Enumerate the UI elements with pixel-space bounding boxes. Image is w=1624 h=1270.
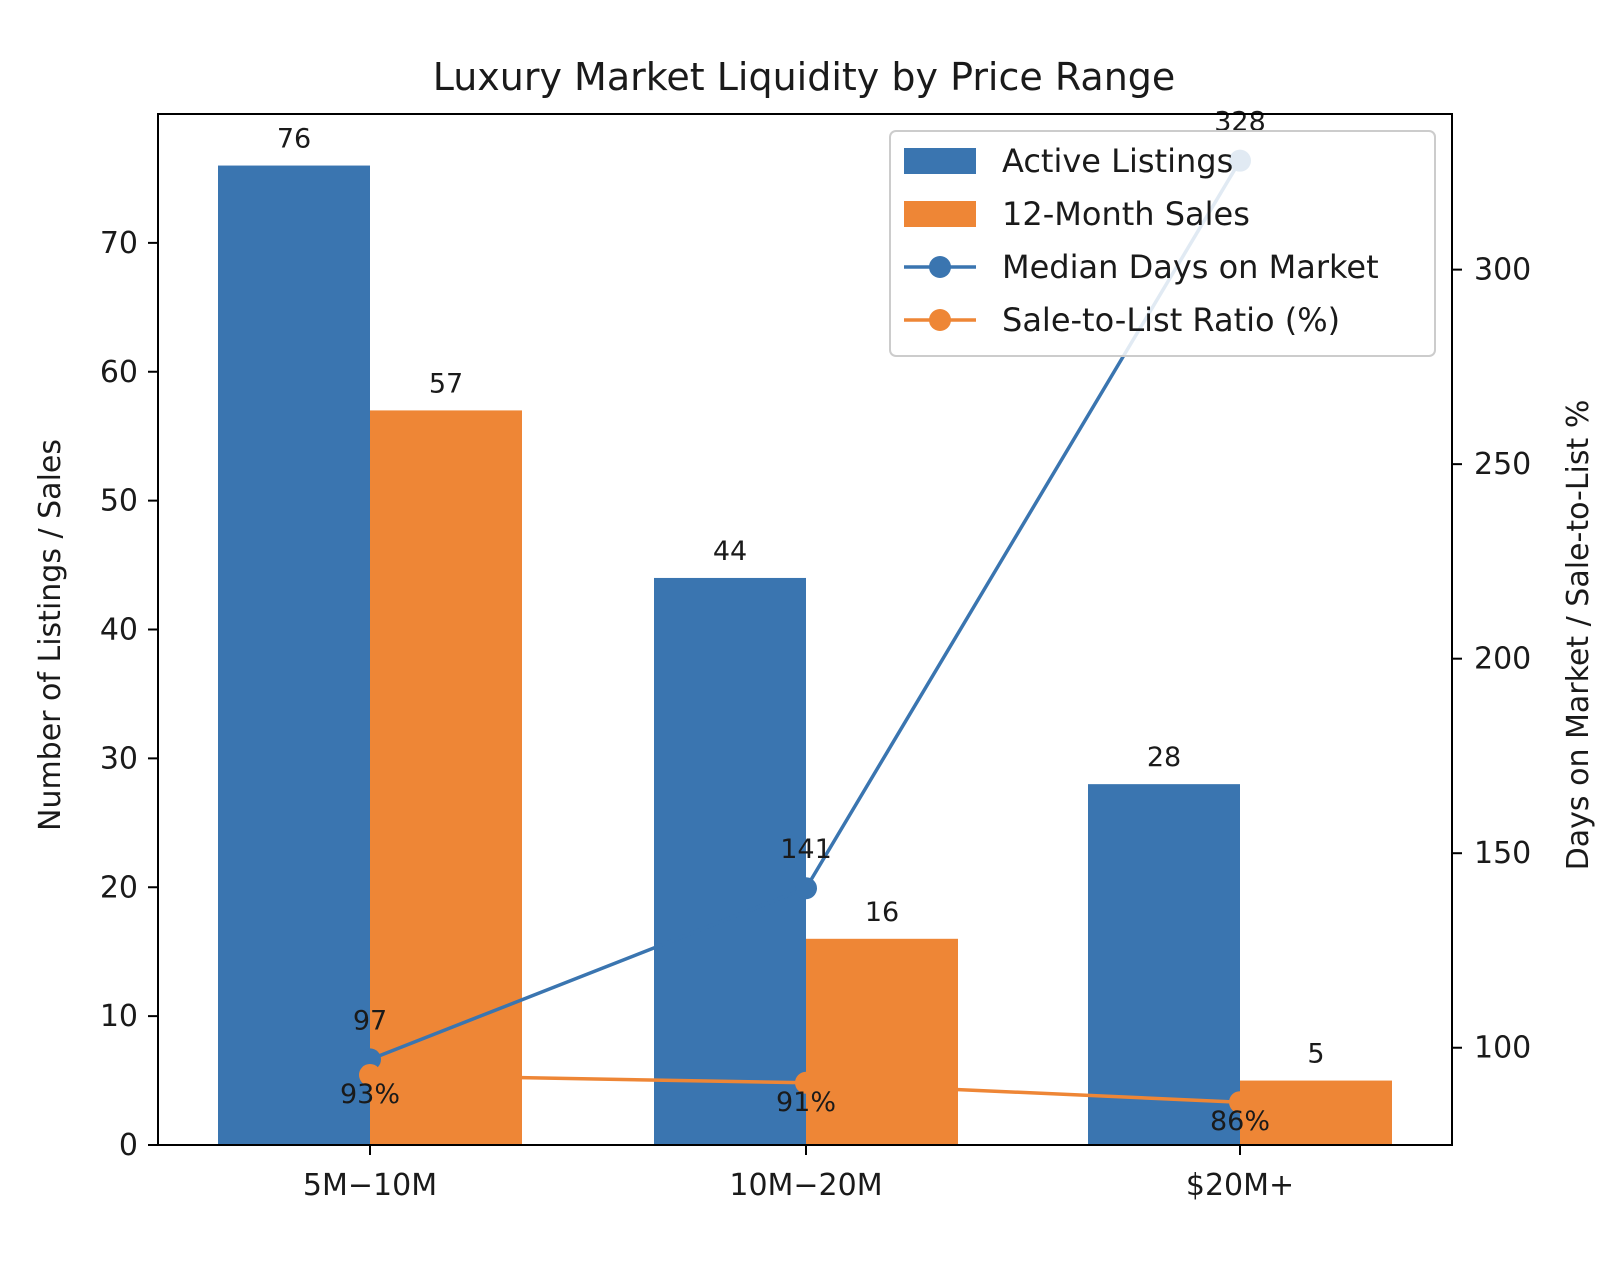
bars (218, 165, 1392, 1146)
legend-swatch (904, 201, 976, 227)
bar-value-label: 5 (1307, 1039, 1324, 1070)
y2-tick-label: 100 (1474, 1031, 1531, 1066)
y2-tick-label: 300 (1474, 253, 1531, 288)
bar-value-label: 57 (429, 368, 463, 399)
y-tick-label: 10 (100, 999, 138, 1034)
days-on-market-label: 141 (780, 834, 832, 865)
lines (359, 149, 1251, 1114)
y-tick-label: 20 (100, 870, 138, 905)
y-tick-label: 0 (119, 1128, 138, 1163)
y2-tick-label: 250 (1474, 447, 1531, 482)
x-tick-label: 10M−20M (729, 1168, 882, 1203)
legend-box (889, 130, 1436, 357)
y-tick-label: 30 (100, 741, 138, 776)
sale-to-list-point (1229, 1091, 1251, 1114)
sale-to-list-point (359, 1063, 381, 1086)
legend-label: 12-Month Sales (1002, 195, 1250, 233)
y-tick-label: 40 (100, 613, 138, 648)
y2-axis-label: Days on Market / Sale-to-List % (1561, 400, 1596, 871)
days-on-market-label: 97 (353, 1005, 387, 1036)
legend-label: Active Listings (1002, 142, 1233, 180)
legend: Active Listings 12-Month Sales Median Days… (889, 130, 1436, 357)
bar-active-listings-1 (654, 577, 806, 1145)
sale-to-list-label: 93% (340, 1079, 400, 1110)
bar-value-label: 16 (865, 897, 899, 928)
sale-to-list-label: 91% (776, 1087, 836, 1118)
bar-active-listings-2 (1088, 784, 1240, 1145)
days-on-market-point (795, 877, 817, 900)
y-tick-label: 50 (100, 484, 138, 519)
bar-sales-0 (370, 410, 522, 1146)
y2-tick-label: 200 (1474, 642, 1531, 677)
legend-marker (929, 309, 951, 331)
y-axis-label: Number of Listings / Sales (33, 439, 68, 831)
bar-value-label: 28 (1147, 742, 1181, 773)
bar-sales-1 (806, 938, 958, 1145)
y-tick-label: 70 (100, 226, 138, 261)
legend-marker (929, 256, 951, 278)
bar-sales-2 (1240, 1080, 1392, 1145)
bar-active-listings-0 (218, 165, 370, 1146)
legend-swatch (904, 148, 976, 174)
bar-value-label: 76 (277, 124, 311, 155)
y2-tick-label: 150 (1474, 836, 1531, 871)
days-on-market-point (359, 1048, 381, 1071)
legend-label: Sale-to-List Ratio (%) (1002, 301, 1340, 339)
x-tick-label: $20M+ (1186, 1168, 1294, 1203)
bar-value-label: 44 (713, 536, 747, 567)
legend-label: Median Days on Market (1002, 248, 1379, 286)
x-tick-label: 5M−10M (303, 1168, 437, 1203)
sale-to-list-label: 86% (1210, 1106, 1270, 1137)
y-tick-label: 60 (100, 355, 138, 390)
sale-to-list-point (795, 1071, 817, 1094)
chart-title: Luxury Market Liquidity by Price Range (433, 55, 1176, 99)
axes: 0 10 20 30 40 50 60 70 100 150 200 250 300 5M−10M 10M−… (100, 113, 1531, 1203)
